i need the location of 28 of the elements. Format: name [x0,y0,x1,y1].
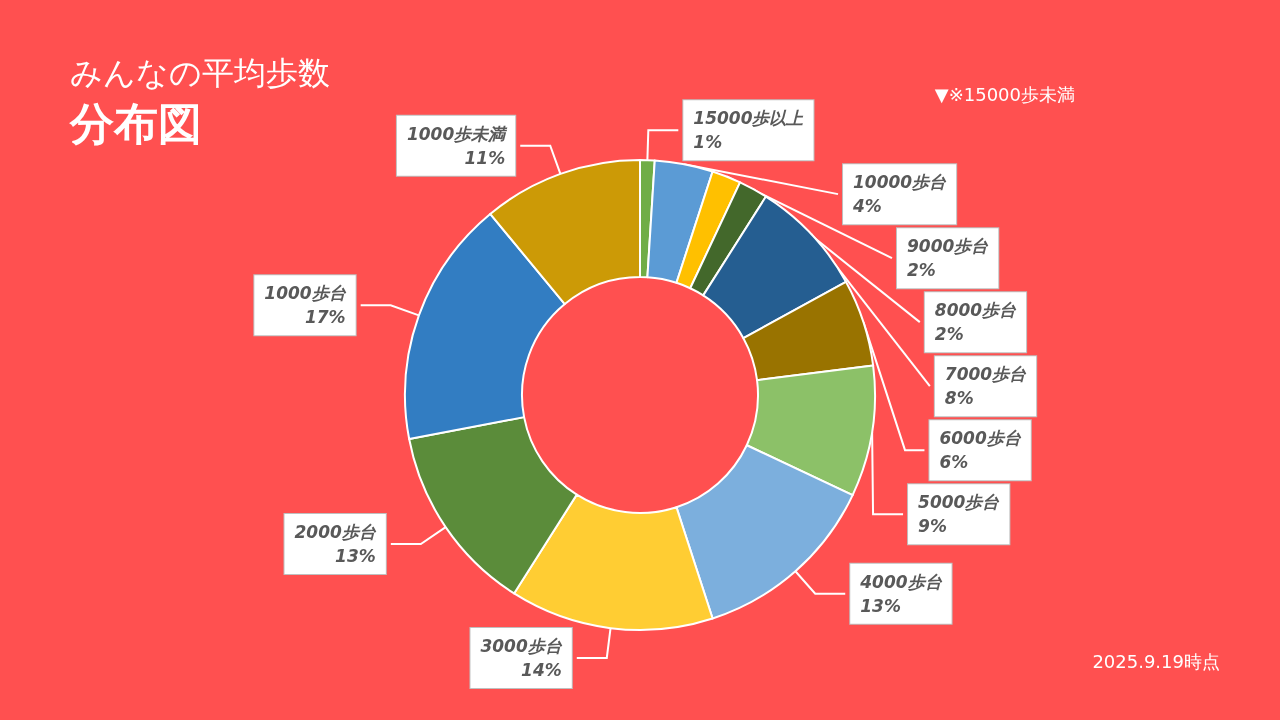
slice-label: 9000歩台 [906,236,990,257]
data-label: 2% [934,324,964,345]
slice-label: 10000歩台 [853,172,948,193]
data-label: 11% [464,147,506,168]
data-label: 6% [939,452,969,473]
text: 2025.9.19時点 [1092,650,1220,672]
slice-label: 5000歩台 [918,492,1001,513]
data-label: 13% [860,595,901,616]
data-label: 13% [335,545,376,566]
slice-label: 2000歩台 [294,521,377,542]
data-label: 9% [918,516,947,537]
slice-label: 15000歩以上 [693,108,805,129]
text: ▼※15000歩未満 [934,83,1075,105]
slice-label: 6000歩台 [939,428,1022,449]
slice-label: 1000歩未満 [406,123,509,144]
slice-label: 1000歩台 [264,283,347,304]
data-label: 8% [944,388,974,409]
chart-title: みんなの平均歩数 [70,54,330,92]
data-label: 2% [906,260,936,281]
slice-label: 8000歩台 [934,300,1018,321]
data-label: 4% [852,196,882,217]
slice-label: 4000歩台 [859,571,943,592]
data-label: 14% [521,659,562,680]
slice-label: 3000歩台 [480,635,563,656]
chart-subtitle: 分布図 [69,97,202,149]
data-label: 17% [304,307,346,328]
slice-label: 7000歩台 [944,364,1028,385]
data-label: 1% [693,132,723,153]
